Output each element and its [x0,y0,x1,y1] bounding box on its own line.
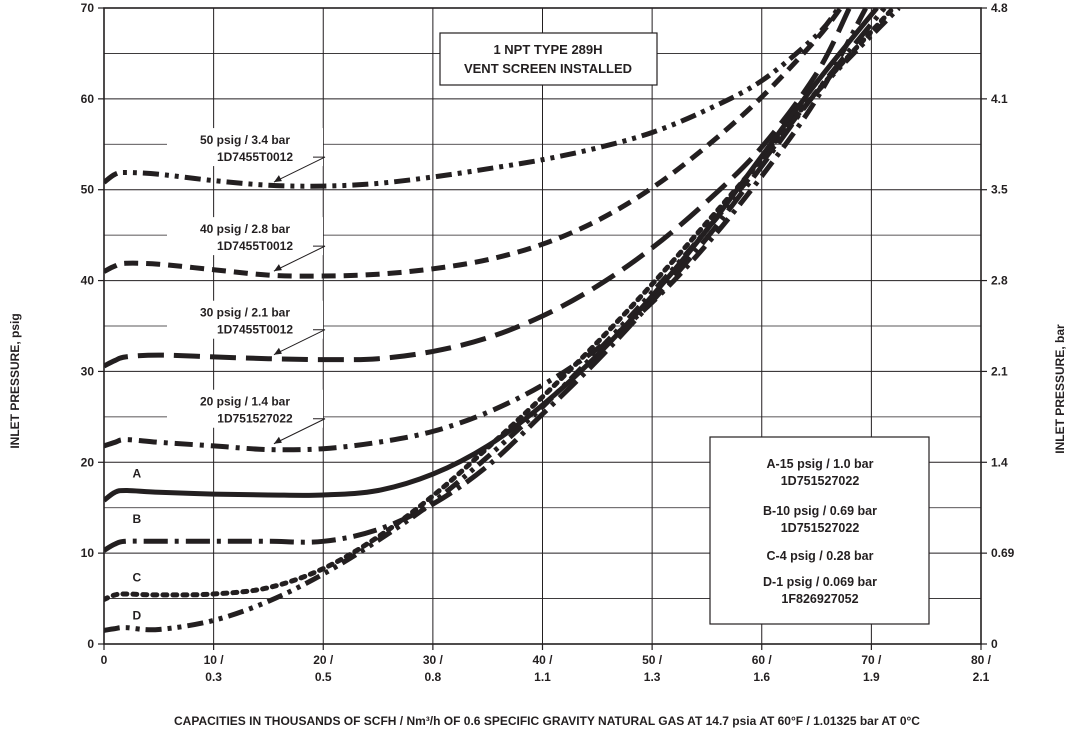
legend-entry: 1F826927052 [781,592,858,606]
x-tick-label-secondary: 2.1 [973,670,990,684]
legend-entry: C-4 psig / 0.28 bar [767,549,874,563]
tick-labels: 0 10 20 30 40 50 60 70 0 0.69 1.4 2.1 2.8 3.5 4.1 4.8 0 1… [81,1,1015,684]
legend-box: A-15 psig / 1.0 bar 1D751527022 B-10 psig … [709,436,930,625]
annotation-background [167,217,323,256]
series-line-d [104,8,901,633]
legend-entry: B-10 psig / 0.69 bar [763,504,877,518]
annotation-part-number: 1D751527022 [217,412,293,426]
y-tick-label-right: 4.1 [991,92,1008,106]
series-line-50 [104,8,841,189]
annotation-leader [273,245,326,272]
annotation-arrowhead [273,175,282,183]
x-tick-label: 50 / [642,653,663,667]
series-line-40 [104,8,843,279]
y-tick-label-left: 0 [87,637,94,651]
y-tick-label-right: 3.5 [991,183,1008,197]
y-tick-label-right: 0 [991,637,998,651]
x-tick-label-secondary: 0.5 [315,670,332,684]
annotation-part-number: 1D7455T0012 [217,323,293,337]
y-tick-label-left: 60 [81,92,95,106]
annotation-part-number: 1D7455T0012 [217,239,293,253]
y-axis-label-left: INLET PRESSURE, psig [8,313,22,448]
y-tick-label-right: 2.8 [991,274,1008,288]
legend-entry: 1D751527022 [781,521,860,535]
series-line-a [104,8,879,503]
y-tick-label-right: 1.4 [991,455,1008,469]
annotation-leader [273,418,326,445]
x-axis-label: CAPACITIES IN THOUSANDS OF SCFH / Nm³/h … [174,714,920,728]
y-axis-label-right: INLET PRESSURE, bar [1053,324,1067,454]
series-clip-group [104,8,901,633]
legend-entry: D-1 psig / 0.069 bar [763,575,877,589]
annotation-label: 50 psig / 3.4 bar [200,133,290,147]
x-tick-label: 70 / [861,653,882,667]
curve-label: B [133,512,142,526]
x-tick-label: 80 / [971,653,992,667]
annotation-leader [273,156,326,183]
y-tick-label-right: 0.69 [991,546,1015,560]
annotation-arrowhead [273,436,282,444]
y-tick-label-left: 50 [81,183,95,197]
y-tick-label-left: 20 [81,455,95,469]
curve-label: C [133,570,142,584]
x-tick-label-secondary: 1.3 [644,670,661,684]
x-tick-label: 40 / [532,653,553,667]
series-lines [104,8,901,633]
annotation-label: 20 psig / 1.4 bar [200,395,290,409]
x-tick-label-secondary: 0.8 [425,670,442,684]
series-line-b [104,8,887,553]
x-tick-label-secondary: 1.1 [534,670,551,684]
y-tick-label-left: 30 [81,364,95,378]
y-tick-label-right: 2.1 [991,364,1008,378]
title-box-line1: 1 NPT TYPE 289H [493,42,602,57]
series-line-c [104,8,896,602]
annotation-part-number: 1D7455T0012 [217,150,293,164]
y-tick-label-left: 40 [81,274,95,288]
legend-entry: A-15 psig / 1.0 bar [767,457,874,471]
title-box-line2: VENT SCREEN INSTALLED [464,61,632,76]
x-tick-label: 60 / [752,653,773,667]
x-tick-label-secondary: 1.6 [753,670,770,684]
annotation-background [167,128,323,167]
annotation-arrowhead [273,347,282,355]
curve-label: A [133,467,142,481]
annotation-background [167,389,323,428]
annotation-background [167,300,323,339]
x-tick-label: 10 / [204,653,225,667]
title-box: 1 NPT TYPE 289H VENT SCREEN INSTALLED [439,32,658,86]
x-tick-label-secondary: 1.9 [863,670,880,684]
x-tick-label-secondary: 0.3 [205,670,222,684]
annotation-arrowhead [273,264,282,272]
y-tick-label-right: 4.8 [991,1,1008,15]
y-tick-label-left: 10 [81,546,95,560]
annotations: A B C D 50 psig / 3.4 bar 1D7455T0012 40 psig … [133,128,326,622]
series-line-30 [104,8,852,369]
series-line-20 [104,8,869,453]
curve-label: D [133,608,142,622]
x-tick-label: 30 / [423,653,444,667]
y-tick-label-left: 70 [81,1,95,15]
annotation-label: 30 psig / 2.1 bar [200,306,290,320]
annotation-leader [273,329,326,356]
legend-entry: 1D751527022 [781,474,860,488]
x-tick-label: 0 [101,653,108,667]
x-tick-label: 20 / [313,653,334,667]
annotation-label: 40 psig / 2.8 bar [200,222,290,236]
